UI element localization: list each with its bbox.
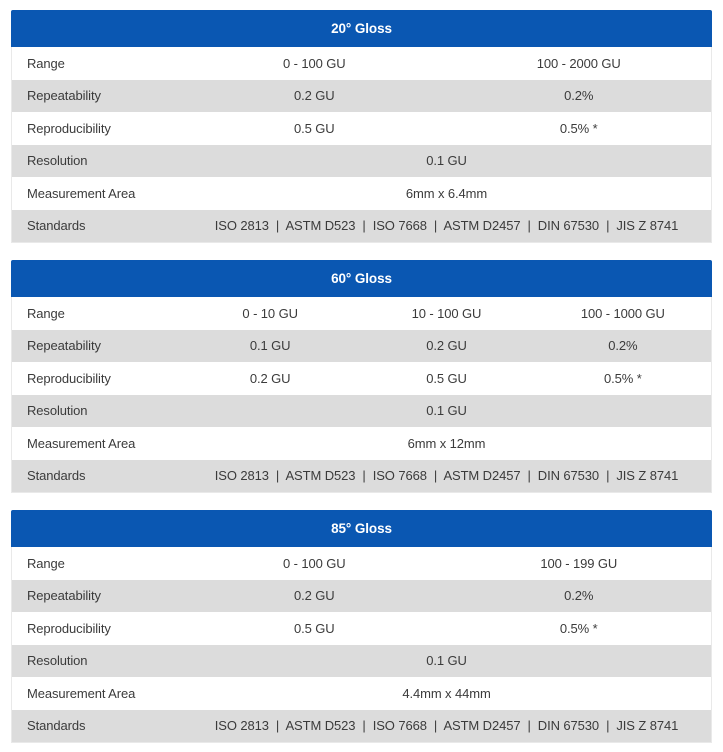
row-value: 100 - 2000 GU: [536, 55, 621, 71]
spec-row-measurement-area: Measurement Area 6mm x 6.4mm: [12, 177, 711, 210]
row-value: 0.2%: [564, 588, 594, 604]
row-values: 0.5 GU 0.5% *: [182, 612, 711, 645]
table-title: 20° Gloss: [11, 10, 712, 47]
spec-row-range: Range 0 - 10 GU 10 - 100 GU 100 - 1000 G…: [12, 297, 711, 330]
row-label: Repeatability: [27, 588, 101, 604]
row-values: 0.1 GU: [182, 645, 711, 678]
row-values: 0 - 100 GU 100 - 2000 GU: [182, 47, 711, 80]
row-label: Repeatability: [27, 88, 101, 104]
row-value: ISO 2813 | ASTM D523 | ISO 7668 | ASTM D…: [214, 218, 679, 234]
spec-table-20-gloss: 20° Gloss Range 0 - 100 GU 100 - 2000 GU…: [11, 10, 712, 243]
spec-row-repeatability: Repeatability 0.2 GU 0.2%: [12, 579, 711, 613]
spec-row-standards: Standards ISO 2813 | ASTM D523 | ISO 766…: [12, 209, 711, 243]
row-label: Reproducibility: [27, 620, 111, 636]
row-label: Resolution: [27, 653, 88, 669]
row-value: 0.5 GU: [293, 620, 335, 636]
table-rows: Range 0 - 100 GU 100 - 2000 GU Repeatabi…: [11, 47, 712, 243]
row-value: 0.5 GU: [293, 120, 335, 136]
row-value: 10 - 100 GU: [411, 305, 482, 321]
row-values: 6mm x 6.4mm: [182, 177, 711, 210]
row-value: 0 - 100 GU: [282, 555, 346, 571]
table-title: 85° Gloss: [11, 510, 712, 547]
row-value: ISO 2813 | ASTM D523 | ISO 7668 | ASTM D…: [214, 718, 679, 734]
row-value: 0 - 100 GU: [282, 55, 346, 71]
spec-row-reproducibility: Reproducibility 0.5 GU 0.5% *: [12, 612, 711, 645]
table-rows: Range 0 - 10 GU 10 - 100 GU 100 - 1000 G…: [11, 297, 712, 493]
row-values: ISO 2813 | ASTM D523 | ISO 7668 | ASTM D…: [182, 460, 711, 493]
row-value: 0.5% *: [559, 620, 598, 636]
row-value: 4.4mm x 44mm: [402, 685, 491, 701]
row-label: Range: [27, 55, 65, 71]
row-value: 0.2 GU: [249, 370, 291, 386]
row-value: 0.2 GU: [426, 338, 467, 354]
row-values: 0.1 GU: [182, 145, 711, 178]
row-values: 0.5 GU 0.5% *: [182, 112, 711, 145]
row-label: Reproducibility: [27, 120, 111, 136]
row-values: ISO 2813 | ASTM D523 | ISO 7668 | ASTM D…: [182, 710, 711, 743]
row-value: 0.2 GU: [293, 88, 335, 104]
row-values: 6mm x 12mm: [182, 427, 711, 460]
row-value: 0.5% *: [603, 370, 642, 386]
row-values: 0.1 GU: [182, 395, 711, 428]
spec-row-resolution: Resolution 0.1 GU: [12, 644, 711, 678]
row-label: Standards: [27, 218, 86, 234]
row-values: 0 - 10 GU 10 - 100 GU 100 - 1000 GU: [182, 297, 711, 330]
row-value: ISO 2813 | ASTM D523 | ISO 7668 | ASTM D…: [214, 468, 679, 484]
row-value: 100 - 199 GU: [540, 555, 618, 571]
row-label: Reproducibility: [27, 370, 111, 386]
spec-row-resolution: Resolution 0.1 GU: [12, 144, 711, 178]
spec-row-standards: Standards ISO 2813 | ASTM D523 | ISO 766…: [12, 709, 711, 743]
row-label: Measurement Area: [27, 185, 136, 201]
row-label: Repeatability: [27, 338, 101, 354]
row-values: 0.2 GU 0.2%: [182, 580, 711, 613]
row-value: 0.5% *: [559, 120, 598, 136]
row-value: 0.2%: [564, 88, 594, 104]
spec-row-range: Range 0 - 100 GU 100 - 199 GU: [12, 547, 711, 580]
spec-table-85-gloss: 85° Gloss Range 0 - 100 GU 100 - 199 GU …: [11, 510, 712, 743]
spec-row-measurement-area: Measurement Area 6mm x 12mm: [12, 427, 711, 460]
row-values: 0 - 100 GU 100 - 199 GU: [182, 547, 711, 580]
row-label: Range: [27, 305, 65, 321]
row-value: 0.5 GU: [426, 370, 467, 386]
spec-table-60-gloss: 60° Gloss Range 0 - 10 GU 10 - 100 GU 10…: [11, 260, 712, 493]
row-value: 6mm x 6.4mm: [405, 185, 488, 201]
spec-row-reproducibility: Reproducibility 0.2 GU 0.5 GU 0.5% *: [12, 362, 711, 395]
spec-row-repeatability: Repeatability 0.2 GU 0.2%: [12, 79, 711, 113]
row-label: Standards: [27, 718, 86, 734]
row-value: 0.1 GU: [249, 338, 291, 354]
row-label: Standards: [27, 468, 86, 484]
row-value: 0.1 GU: [426, 153, 467, 169]
row-label: Range: [27, 555, 65, 571]
spec-row-repeatability: Repeatability 0.1 GU 0.2 GU 0.2%: [12, 329, 711, 363]
row-label: Measurement Area: [27, 685, 136, 701]
row-value: 6mm x 12mm: [407, 435, 486, 451]
table-title: 60° Gloss: [11, 260, 712, 297]
spec-row-resolution: Resolution 0.1 GU: [12, 394, 711, 428]
row-value: 0.2%: [608, 338, 638, 354]
spec-row-range: Range 0 - 100 GU 100 - 2000 GU: [12, 47, 711, 80]
row-value: 100 - 1000 GU: [580, 305, 665, 321]
row-value: 0.2 GU: [293, 588, 335, 604]
row-label: Measurement Area: [27, 435, 136, 451]
spec-row-reproducibility: Reproducibility 0.5 GU 0.5% *: [12, 112, 711, 145]
row-values: ISO 2813 | ASTM D523 | ISO 7668 | ASTM D…: [182, 210, 711, 243]
row-value: 0 - 10 GU: [242, 305, 298, 321]
row-values: 0.2 GU 0.5 GU 0.5% *: [182, 362, 711, 395]
row-values: 0.2 GU 0.2%: [182, 80, 711, 113]
row-value: 0.1 GU: [426, 653, 467, 669]
table-rows: Range 0 - 100 GU 100 - 199 GU Repeatabil…: [11, 547, 712, 743]
row-label: Resolution: [27, 153, 88, 169]
row-values: 0.1 GU 0.2 GU 0.2%: [182, 330, 711, 363]
row-value: 0.1 GU: [426, 403, 467, 419]
spec-row-measurement-area: Measurement Area 4.4mm x 44mm: [12, 677, 711, 710]
row-label: Resolution: [27, 403, 88, 419]
row-values: 4.4mm x 44mm: [182, 677, 711, 710]
spec-row-standards: Standards ISO 2813 | ASTM D523 | ISO 766…: [12, 459, 711, 493]
